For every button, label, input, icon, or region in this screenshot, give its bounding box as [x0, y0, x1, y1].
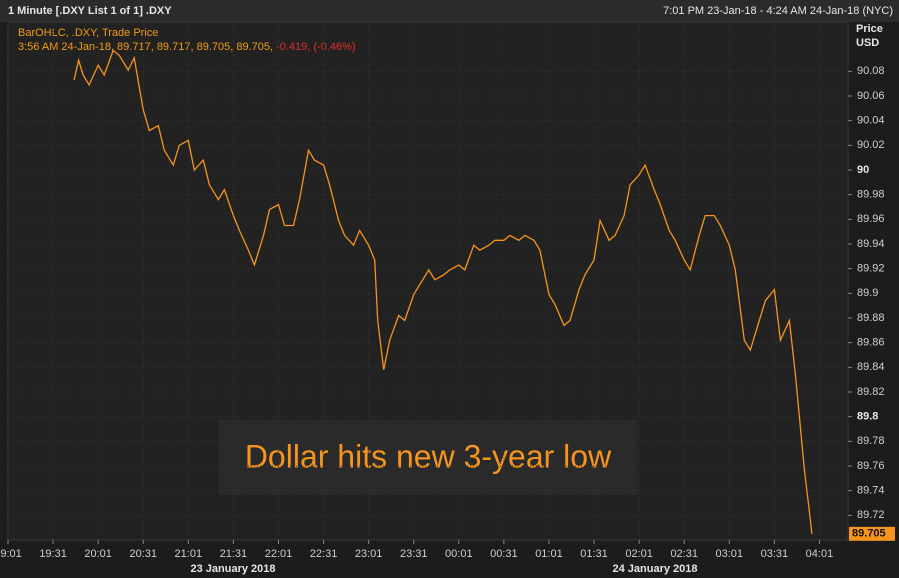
y-tick-label: 89.86	[857, 337, 885, 349]
y-tick-label: 90.08	[857, 65, 885, 77]
y-tick-label: 89.98	[857, 189, 885, 201]
x-tick-label: 03:31	[761, 548, 789, 560]
y-tick-label: 89.9	[857, 287, 878, 299]
x-tick-label: 22:01	[265, 548, 293, 560]
y-tick-label: 89.76	[857, 460, 885, 472]
x-tick-label: 19:31	[39, 548, 67, 560]
x-tick-label: 20:01	[84, 548, 112, 560]
legend-change: -0.419, (-0.46%)	[276, 41, 355, 53]
y-tick-label: 89.8	[857, 411, 878, 423]
x-tick-label: 23:01	[355, 548, 383, 560]
y-tick-label: 89.88	[857, 312, 885, 324]
y-tick-label: 89.92	[857, 263, 885, 275]
chart-title: 1 Minute [.DXY List 1 of 1] .DXY	[8, 5, 172, 17]
y-tick-label: 89.72	[857, 509, 885, 521]
x-tick-label: 04:01	[806, 548, 834, 560]
x-tick-label: 00:01	[445, 548, 473, 560]
x-tick-label: 02:31	[670, 548, 698, 560]
x-tick-label: 00:31	[490, 548, 518, 560]
legend-line: 3:56 AM 24-Jan-18, 89.717, 89.717, 89.70…	[18, 41, 356, 53]
y-tick-label: 89.84	[857, 361, 885, 373]
x-tick-label: 02:01	[625, 548, 653, 560]
y-tick-label: 89.82	[857, 386, 885, 398]
date-label: 23 January 2018	[190, 563, 275, 575]
y-tick-label: 89.96	[857, 213, 885, 225]
legend-values: 3:56 AM 24-Jan-18, 89.717, 89.717, 89.70…	[18, 41, 273, 53]
date-label: 24 January 2018	[612, 563, 697, 575]
x-tick-label: 19:01	[0, 548, 22, 560]
x-tick-label: 01:01	[535, 548, 563, 560]
y-tick-label: 89.78	[857, 435, 885, 447]
y-axis-label: USD	[856, 37, 879, 49]
x-tick-label: 20:31	[129, 548, 157, 560]
y-tick-label: 90	[857, 164, 869, 176]
y-tick-label: 90.06	[857, 90, 885, 102]
annotation-box	[219, 420, 637, 495]
legend-title: BarOHLC, .DXY, Trade Price	[18, 27, 158, 39]
x-tick-label: 21:01	[175, 548, 203, 560]
last-price-tag	[849, 526, 895, 541]
header-bar	[0, 0, 899, 22]
x-tick-label: 21:31	[220, 548, 248, 560]
y-tick-label: 90.02	[857, 139, 885, 151]
y-axis-label: Price	[856, 23, 883, 35]
x-tick-label: 22:31	[310, 548, 338, 560]
range-text: 7:01 PM 23-Jan-18 - 4:24 AM 24-Jan-18 (N…	[663, 5, 893, 17]
price-line	[73, 49, 813, 534]
x-tick-label: 01:31	[580, 548, 608, 560]
y-tick-label: 90.04	[857, 115, 885, 127]
y-tick-label: 89.94	[857, 238, 885, 250]
x-tick-label: 23:31	[400, 548, 428, 560]
annotation: Dollar hits new 3-year low	[245, 438, 612, 474]
last-price-label: 89.705	[852, 528, 886, 540]
y-tick-label: 89.74	[857, 485, 885, 497]
x-tick-label: 03:01	[716, 548, 744, 560]
